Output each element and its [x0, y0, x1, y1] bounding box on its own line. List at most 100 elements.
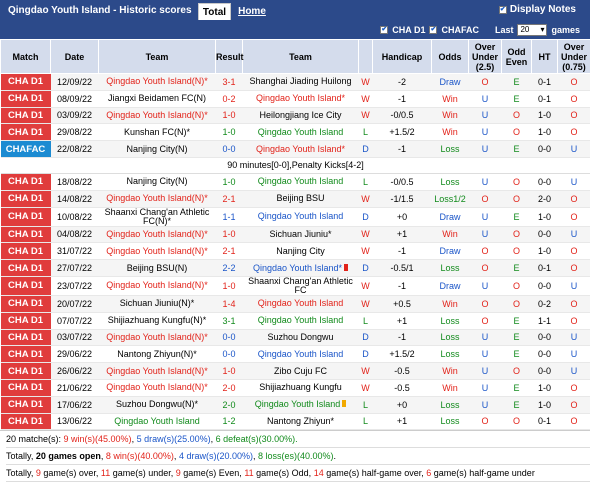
- cha-d1-checkbox[interactable]: ✔: [380, 25, 389, 34]
- away-team[interactable]: Qingdao Youth Island: [242, 396, 359, 414]
- match-score[interactable]: 1-4: [215, 295, 243, 313]
- away-team[interactable]: Shijiazhuang Kungfu: [242, 379, 359, 397]
- home-team[interactable]: Qingdao Youth Island(N)*: [98, 190, 216, 208]
- away-team[interactable]: Qingdao Youth Island: [242, 312, 359, 330]
- home-team[interactable]: Shaanxi Chang'an Athletic FC(N)*: [98, 207, 216, 227]
- home-team[interactable]: Qingdao Youth Island(N)*: [98, 73, 216, 91]
- away-team[interactable]: Nanjing City: [242, 242, 359, 261]
- away-team[interactable]: Zibo Cuju FC: [242, 362, 359, 380]
- match-score[interactable]: 1-0: [215, 226, 243, 244]
- match-score[interactable]: 0-0: [215, 329, 243, 347]
- match-score[interactable]: 2-2: [215, 259, 243, 277]
- home-team[interactable]: Qingdao Youth Island(N)*: [98, 242, 216, 261]
- league-badge[interactable]: CHA D1: [0, 226, 51, 244]
- table-row[interactable]: CHA D1 08/09/22 Jiangxi Beidamen FC(N) 0-2 Q…: [0, 90, 590, 108]
- match-score[interactable]: 2-1: [215, 242, 243, 261]
- away-team[interactable]: Shaanxi Chang'an Athletic FC: [242, 276, 359, 296]
- games-count-select[interactable]: 20 ▾: [517, 23, 548, 36]
- match-score[interactable]: 1-0: [215, 362, 243, 380]
- away-team[interactable]: Qingdao Youth Island*: [242, 90, 359, 108]
- table-row[interactable]: CHA D1 10/08/22 Shaanxi Chang'an Athletic …: [0, 207, 590, 227]
- league-badge[interactable]: CHA D1: [0, 123, 51, 142]
- match-score[interactable]: 1-0: [215, 123, 243, 142]
- league-badge[interactable]: CHA D1: [0, 242, 51, 261]
- match-score[interactable]: 3-1: [215, 312, 243, 330]
- home-team[interactable]: Suzhou Dongwu(N)*: [98, 396, 216, 414]
- away-team[interactable]: Qingdao Youth Island*: [242, 259, 359, 277]
- league-badge[interactable]: CHA D1: [0, 107, 51, 125]
- league-badge[interactable]: CHA D1: [0, 329, 51, 347]
- table-row[interactable]: CHA D1 18/08/22 Nanjing City(N) 1-0 Qingdao …: [0, 173, 590, 191]
- home-team[interactable]: Qingdao Youth Island(N)*: [98, 329, 216, 347]
- match-score[interactable]: 2-0: [215, 396, 243, 414]
- home-team[interactable]: Shijiazhuang Kungfu(N)*: [98, 312, 216, 330]
- table-row[interactable]: CHA D1 14/08/22 Qingdao Youth Island(N)* 2-…: [0, 190, 590, 208]
- match-score[interactable]: 3-1: [215, 73, 243, 91]
- league-badge[interactable]: CHA D1: [0, 173, 51, 191]
- away-team[interactable]: Qingdao Youth Island: [242, 207, 359, 227]
- away-team[interactable]: Sichuan Jiuniu*: [242, 226, 359, 244]
- match-score[interactable]: 1-0: [215, 276, 243, 296]
- away-team[interactable]: Qingdao Youth Island: [242, 345, 359, 364]
- table-row[interactable]: CHA D1 07/07/22 Shijiazhuang Kungfu(N)* 3-1…: [0, 312, 590, 330]
- table-row[interactable]: CHA D1 21/06/22 Qingdao Youth Island(N)* 2-…: [0, 379, 590, 397]
- league-badge[interactable]: CHA D1: [0, 379, 51, 397]
- league-badge[interactable]: CHA D1: [0, 90, 51, 108]
- table-row[interactable]: CHA D1 27/07/22 Beijing BSU(N) 2-2 Qingdao Y…: [0, 259, 590, 277]
- league-badge[interactable]: CHA D1: [0, 312, 51, 330]
- match-score[interactable]: 0-2: [215, 90, 243, 108]
- match-score[interactable]: 0-0: [215, 345, 243, 364]
- table-row[interactable]: CHA D1 23/07/22 Qingdao Youth Island(N)* 1-…: [0, 276, 590, 296]
- match-score[interactable]: 2-1: [215, 190, 243, 208]
- table-row[interactable]: CHA D1 29/08/22 Kunshan FC(N)* 1-0 Qingdao Y…: [0, 123, 590, 142]
- away-team[interactable]: Beijing BSU: [242, 190, 359, 208]
- league-badge[interactable]: CHA D1: [0, 396, 51, 414]
- match-score[interactable]: 2-0: [215, 379, 243, 397]
- chafac-checkbox[interactable]: ✔: [429, 25, 438, 34]
- away-team[interactable]: Qingdao Youth Island: [242, 123, 359, 142]
- home-team[interactable]: Sichuan Jiuniu(N)*: [98, 295, 216, 313]
- home-team[interactable]: Beijing BSU(N): [98, 259, 216, 277]
- league-badge[interactable]: CHA D1: [0, 345, 51, 364]
- table-row[interactable]: CHA D1 31/07/22 Qingdao Youth Island(N)* 2-…: [0, 242, 590, 261]
- table-row[interactable]: CHA D1 20/07/22 Sichuan Jiuniu(N)* 1-4 Qingd…: [0, 295, 590, 313]
- away-team[interactable]: Qingdao Youth Island: [242, 173, 359, 191]
- league-badge[interactable]: CHA D1: [0, 190, 51, 208]
- match-score[interactable]: 1-0: [215, 107, 243, 125]
- home-team[interactable]: Qingdao Youth Island: [98, 413, 216, 431]
- home-team[interactable]: Nantong Zhiyun(N)*: [98, 345, 216, 364]
- match-score[interactable]: 1-1: [215, 207, 243, 227]
- home-team[interactable]: Qingdao Youth Island(N)*: [98, 362, 216, 380]
- table-row[interactable]: CHA D1 04/08/22 Qingdao Youth Island(N)* 1-…: [0, 226, 590, 244]
- match-score[interactable]: 0-0: [215, 140, 243, 158]
- home-team[interactable]: Qingdao Youth Island(N)*: [98, 107, 216, 125]
- home-team[interactable]: Nanjing City(N): [98, 140, 216, 158]
- home-team[interactable]: Kunshan FC(N)*: [98, 123, 216, 142]
- home-team[interactable]: Qingdao Youth Island(N)*: [98, 276, 216, 296]
- display-notes-toggle[interactable]: ✔ Display Notes: [498, 4, 576, 15]
- table-row[interactable]: CHA D1 03/09/22 Qingdao Youth Island(N)* 1-…: [0, 107, 590, 125]
- league-badge[interactable]: CHA D1: [0, 73, 51, 91]
- match-score[interactable]: 1-2: [215, 413, 243, 431]
- league-badge[interactable]: CHA D1: [0, 413, 51, 431]
- league-badge[interactable]: CHA D1: [0, 259, 51, 277]
- table-row[interactable]: CHA D1 17/06/22 Suzhou Dongwu(N)* 2-0 Qingda…: [0, 396, 590, 414]
- match-score[interactable]: 1-0: [215, 173, 243, 191]
- tab-total[interactable]: Total: [198, 3, 231, 20]
- table-row[interactable]: CHA D1 03/07/22 Qingdao Youth Island(N)* 0-…: [0, 329, 590, 347]
- league-badge[interactable]: CHA D1: [0, 207, 51, 227]
- table-row[interactable]: CHA D1 26/06/22 Qingdao Youth Island(N)* 1-…: [0, 362, 590, 380]
- table-row[interactable]: CHA D1 13/06/22 Qingdao Youth Island 1-2 Nan…: [0, 413, 590, 431]
- tab-home[interactable]: Home: [238, 6, 266, 17]
- home-team[interactable]: Jiangxi Beidamen FC(N): [98, 90, 216, 108]
- home-team[interactable]: Qingdao Youth Island(N)*: [98, 379, 216, 397]
- home-team[interactable]: Qingdao Youth Island(N)*: [98, 226, 216, 244]
- table-row[interactable]: CHAFAC 22/08/22 Nanjing City(N) 0-0 Qingdao …: [0, 140, 590, 158]
- league-badge[interactable]: CHA D1: [0, 276, 51, 296]
- table-row[interactable]: CHA D1 12/09/22 Qingdao Youth Island(N)* 3-…: [0, 73, 590, 91]
- away-team[interactable]: Suzhou Dongwu: [242, 329, 359, 347]
- away-team[interactable]: Qingdao Youth Island: [242, 295, 359, 313]
- league-badge[interactable]: CHAFAC: [0, 140, 51, 158]
- league-badge[interactable]: CHA D1: [0, 295, 51, 313]
- away-team[interactable]: Shanghai Jiading Huilong: [242, 73, 359, 91]
